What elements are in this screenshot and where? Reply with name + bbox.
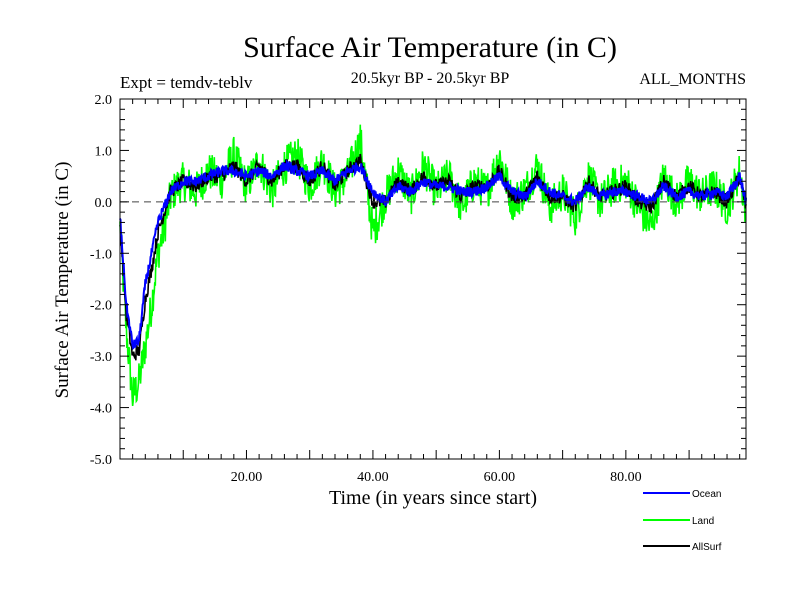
series-line-ocean — [119, 158, 747, 350]
chart-title: Surface Air Temperature (in C) — [243, 31, 617, 64]
months-label: ALL_MONTHS — [639, 71, 746, 88]
series-line-land — [119, 124, 747, 406]
y-tick-label: -1.0 — [90, 247, 112, 262]
y-axis-label: Surface Air Temperature (in C) — [52, 162, 73, 399]
period-label: 20.5kyr BP - 20.5kyr BP — [351, 70, 510, 87]
legend-label-ocean: Ocean — [692, 489, 721, 500]
x-tick-label: 20.00 — [231, 470, 263, 485]
y-tick-label: -4.0 — [90, 402, 112, 417]
plot-area: -5.0 -4.0 -3.0 -2.0 -1.0 0.0 1.0 2.0 20.00 40.00 6… — [90, 93, 747, 485]
y-tick-label: 1.0 — [95, 144, 113, 159]
y-tick-label: 2.0 — [95, 93, 113, 108]
x-tick-label: 80.00 — [610, 470, 642, 485]
x-tick-label: 60.00 — [484, 470, 516, 485]
y-tick-label: -5.0 — [90, 453, 112, 468]
x-tick-label: 40.00 — [357, 470, 389, 485]
plot-frame — [119, 98, 747, 460]
legend-label-allsurf: AllSurf — [692, 542, 722, 553]
x-axis-label: Time (in years since start) — [329, 487, 537, 509]
y-tick-label: -2.0 — [90, 299, 112, 314]
y-tick-label: -3.0 — [90, 350, 112, 365]
legend: Ocean Land AllSurf — [643, 489, 722, 553]
experiment-label: Expt = temdv-teblv — [120, 73, 253, 92]
legend-label-land: Land — [692, 516, 714, 527]
y-tick-label: 0.0 — [95, 196, 113, 211]
